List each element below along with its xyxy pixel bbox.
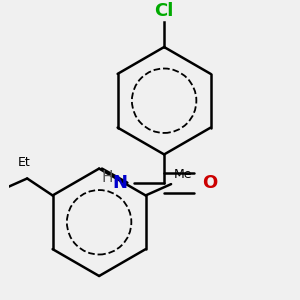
Text: N: N: [112, 174, 128, 192]
Text: Cl: Cl: [154, 2, 174, 20]
Text: H: H: [102, 169, 113, 184]
Text: Et: Et: [18, 156, 31, 169]
Text: O: O: [202, 174, 218, 192]
Text: Me: Me: [174, 168, 192, 181]
